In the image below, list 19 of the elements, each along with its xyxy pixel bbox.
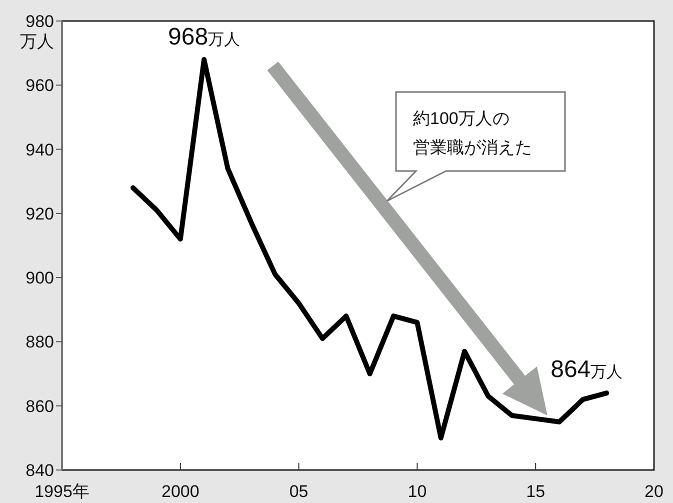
y-tick-label: 880 [26,332,54,352]
y-axis-title: 万人 [20,32,54,51]
x-tick-label: 05 [289,482,308,501]
annotation: 968万人 [168,23,240,50]
y-tick-label: 980 [26,12,54,31]
y-tick-label: 860 [26,396,54,416]
x-tick-label: 10 [408,482,427,501]
y-tick-label: 920 [26,204,54,224]
x-tick-label: 20 [644,482,664,501]
y-tick-label: 900 [26,268,54,288]
annotation: 約100万人の [413,109,510,128]
y-tick-label: 960 [26,76,54,96]
x-tick-label: 15 [526,482,546,501]
x-tick-label: 1995年 [34,482,90,501]
y-tick-label: 840 [26,461,54,480]
annotation: 営業職が消えた [413,138,532,157]
annotation: 864万人 [550,356,623,384]
y-tick-label: 940 [26,140,54,160]
x-tick-label: 2000 [161,482,200,501]
